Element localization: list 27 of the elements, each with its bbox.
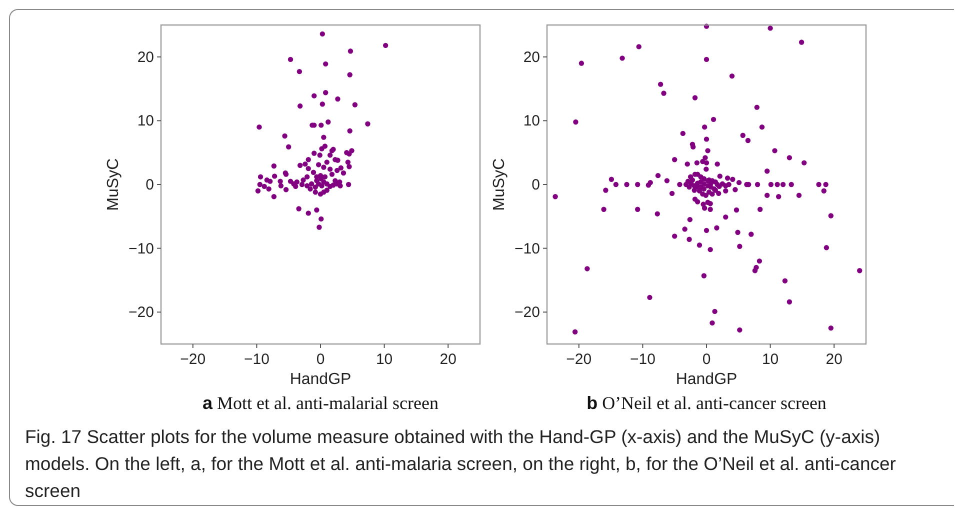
x-tick-label: −10 — [630, 351, 656, 368]
x-tick-label: −20 — [566, 351, 592, 368]
caption: Fig. 17 Scatter plots for the volume measure obtained with the Hand-GP (x-axis) and the MuSyC (y-axis) models. On the left, a, for the Mott et al. anti-malaria screen, on the right, b, for the O’Neil et al. anti-cancer screen — [25, 426, 896, 501]
y-tick-label: 0 — [146, 176, 154, 194]
x-tick-label: 20 — [826, 351, 842, 368]
x-tick-label: −10 — [244, 351, 270, 368]
y-tick-label: 10 — [137, 112, 154, 130]
x-tick-label: 20 — [440, 351, 456, 368]
y-tick-label: 20 — [523, 48, 540, 66]
y-tick-label: −20 — [128, 304, 154, 322]
x-tick-label: 0 — [702, 351, 711, 368]
y-tick-label: 10 — [523, 112, 540, 130]
x-tick-label: 0 — [316, 351, 325, 368]
y-tick-label: −20 — [514, 304, 540, 322]
text: a Mott et al. anti-malarial screen — [202, 393, 438, 413]
y-tick-label: 0 — [532, 176, 540, 194]
x-tick-label: 10 — [376, 351, 393, 368]
x-tick-label: 10 — [762, 351, 779, 368]
x-axis-title: HandGP — [676, 371, 738, 388]
text: b O’Neil et al. anti-cancer screen — [586, 393, 826, 413]
y-tick-label: −10 — [514, 240, 540, 258]
y-tick-label: −10 — [128, 240, 154, 258]
x-axis-title: HandGP — [290, 371, 352, 388]
x-tick-label: −20 — [180, 351, 206, 368]
y-tick-label: 20 — [137, 48, 154, 66]
y-axis-title: MuSyC — [491, 158, 508, 211]
y-axis-title: MuSyC — [105, 158, 122, 211]
